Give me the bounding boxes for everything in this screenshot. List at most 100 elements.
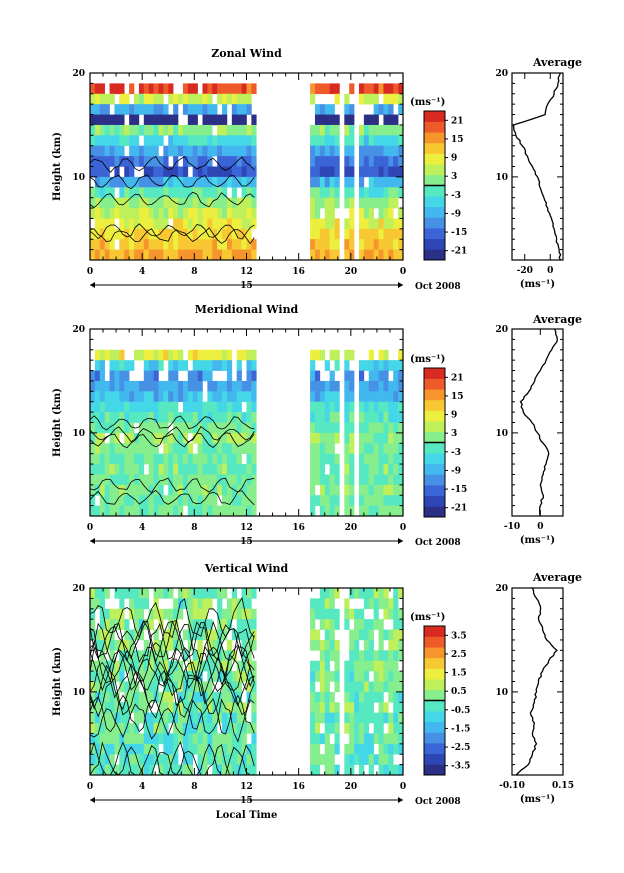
heatmap-cell <box>212 764 218 776</box>
colorbar-tick-label: 0.5 <box>451 687 467 697</box>
heatmap-cell <box>163 208 169 219</box>
heatmap-cell <box>324 733 330 745</box>
heatmap-cell <box>192 733 198 745</box>
heatmap-cell <box>358 702 365 713</box>
heatmap-cell <box>173 608 179 620</box>
heatmap-cell <box>119 681 125 693</box>
heatmap-cell <box>329 588 335 599</box>
heatmap-cells <box>90 349 404 517</box>
heatmap-cell <box>207 145 213 157</box>
heatmap-cell <box>192 412 198 423</box>
heatmap-cell <box>104 764 110 776</box>
heatmap-cell <box>314 380 321 392</box>
heatmap-cell <box>393 743 399 755</box>
heatmap-cell <box>368 145 374 157</box>
heatmap-cell <box>363 218 370 230</box>
heatmap-cell <box>388 360 394 371</box>
heatmap-cell <box>94 83 101 95</box>
heatmap-cell <box>349 380 355 392</box>
heatmap-cell <box>168 93 174 105</box>
heatmap-cell <box>314 754 321 765</box>
heatmap-cell <box>314 464 321 475</box>
heatmap-cell <box>236 464 242 475</box>
heatmap-cell <box>124 360 130 371</box>
heatmap-cell <box>393 639 399 651</box>
heatmap-cell <box>231 93 238 105</box>
heatmap-cell <box>207 249 213 261</box>
colorbar-swatch <box>424 743 445 755</box>
heatmap-cell <box>163 156 169 167</box>
heatmap-cell <box>383 712 389 724</box>
heatmap-cell <box>187 114 193 126</box>
colorbar-swatch <box>424 442 445 454</box>
heatmap-cell <box>202 681 208 693</box>
heatmap-cell <box>393 218 399 230</box>
heatmap-cell <box>324 114 330 126</box>
heatmap-cell <box>368 380 374 392</box>
heatmap-cell <box>373 464 379 475</box>
heatmap-cell <box>148 412 154 423</box>
heatmap-cell <box>231 166 238 178</box>
x-tick-label: 0 <box>400 267 406 277</box>
heatmap-cell <box>314 124 321 136</box>
heatmap-cell <box>393 505 399 517</box>
heatmap-cell <box>202 93 208 105</box>
heatmap-cell <box>398 239 404 250</box>
colorbar-swatch <box>424 647 445 659</box>
heatmap-cell <box>373 671 379 682</box>
heatmap-cell <box>373 239 379 250</box>
heatmap-cell <box>324 691 330 703</box>
heatmap-cell <box>212 639 218 651</box>
heatmap-cell <box>319 495 326 506</box>
heatmap-cell <box>383 187 389 198</box>
heatmap-cell <box>104 681 110 693</box>
heatmap-cell <box>251 453 257 465</box>
heatmap-cell <box>358 650 365 662</box>
heatmap-cell <box>163 145 169 157</box>
heatmap-cell <box>158 723 164 734</box>
heatmap-cell <box>329 754 335 765</box>
heatmap-cell <box>158 588 164 599</box>
heatmap-cell <box>129 145 135 157</box>
heatmap-cell <box>99 135 105 147</box>
heatmap-cell <box>236 671 242 682</box>
heatmap-cell <box>114 484 120 496</box>
heatmap-cell <box>363 464 370 475</box>
heatmap-cell <box>99 422 105 434</box>
heatmap-cell <box>349 156 355 167</box>
heatmap-cell <box>207 702 213 713</box>
heatmap-cell <box>134 764 140 776</box>
heatmap-cell <box>231 743 238 755</box>
heatmap-cell <box>212 218 218 230</box>
heatmap-cell <box>310 370 316 382</box>
heatmap-cell <box>358 412 365 423</box>
heatmap-cell <box>143 135 149 147</box>
heatmap-cell <box>114 619 120 630</box>
heatmap-cell <box>373 608 379 620</box>
heatmap-cell <box>368 208 374 219</box>
heatmap-cell <box>153 156 159 167</box>
heatmap-cell <box>231 443 238 454</box>
heatmap-cell <box>344 124 350 136</box>
heatmap-cell <box>241 639 247 651</box>
heatmap-cell <box>158 83 164 95</box>
heatmap-cell <box>324 743 330 755</box>
heatmap-cell <box>373 754 379 765</box>
heatmap-cell <box>349 505 355 517</box>
contour-line <box>89 741 255 776</box>
heatmap-cell <box>222 608 228 620</box>
heatmap-cell <box>368 443 374 454</box>
heatmap-cell <box>310 681 316 693</box>
heatmap-cell <box>373 114 379 126</box>
heatmap-cell <box>178 598 184 610</box>
heatmap-cell <box>148 370 154 382</box>
heatmap-cell <box>363 754 370 765</box>
heatmap-cell <box>158 691 164 703</box>
heatmap-cell <box>329 218 335 230</box>
heatmap-cell <box>324 176 330 188</box>
heatmap-cell <box>314 349 321 361</box>
heatmap-cell <box>344 145 350 157</box>
heatmap-cell <box>138 197 145 209</box>
heatmap-cell <box>329 83 335 95</box>
heatmap-cell <box>344 443 350 454</box>
